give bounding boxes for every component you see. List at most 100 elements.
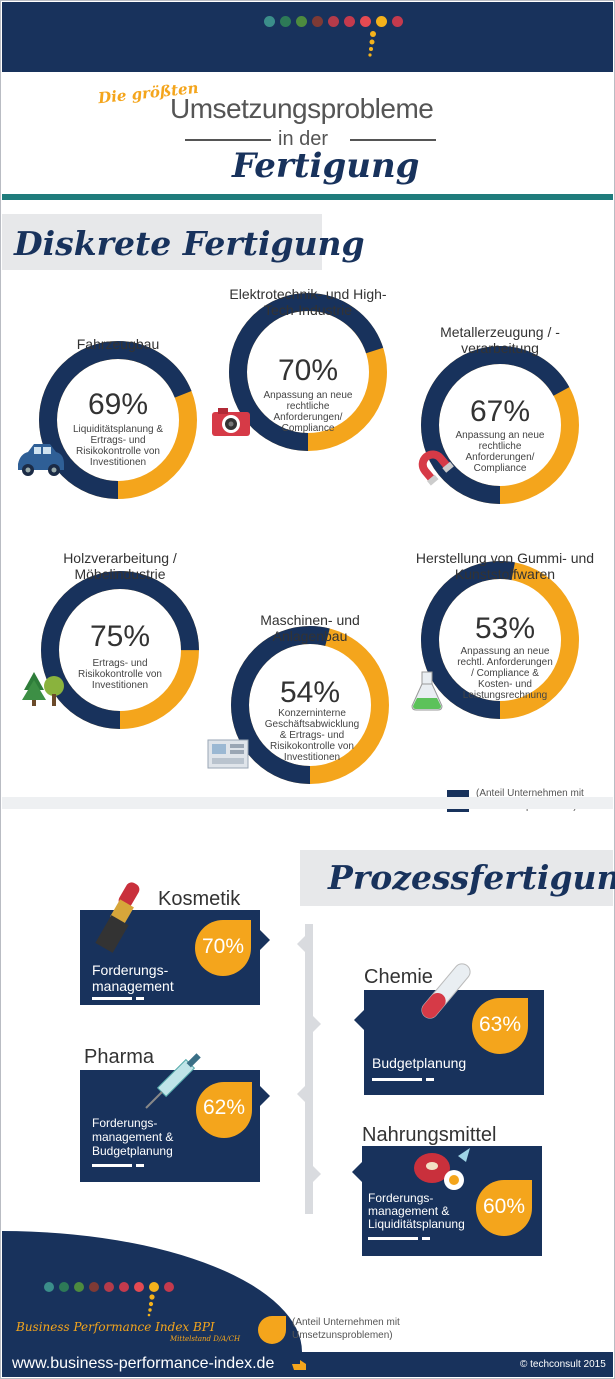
color-dot <box>89 1282 99 1292</box>
donut-label-gummi: Herstellung von Gummi- und Kunststoffwar… <box>415 550 595 582</box>
lipstick-icon <box>95 882 140 953</box>
machine-icon <box>207 739 249 769</box>
food-icon <box>414 1148 470 1190</box>
pct-nahrungsmittel: 60% <box>482 1195 526 1218</box>
color-dot <box>376 16 387 27</box>
card-kosmetik-pointer <box>260 930 270 950</box>
industry-chemie: Chemie <box>364 966 433 988</box>
card-nahrungsmittel-pointer <box>352 1162 362 1182</box>
donut-desc-gummi: Anpassung an neue rechtl. Anforderungen … <box>457 646 553 701</box>
donut-value-arc <box>421 346 579 504</box>
color-dot <box>264 16 275 27</box>
color-dot <box>74 1282 84 1292</box>
prozess-title: Prozessfertigung <box>328 858 615 897</box>
color-dot <box>392 16 403 27</box>
donut-pct-holz: 75% <box>89 620 151 653</box>
color-dot <box>312 16 323 27</box>
color-dot <box>149 1282 159 1292</box>
bpi-dots <box>44 1282 194 1294</box>
desc-pharma: Forderungs-management & Budgetplanung <box>92 1116 174 1158</box>
bpi-dots-tail-icon <box>147 1294 155 1317</box>
donut-value-arc <box>231 626 389 784</box>
diskrete-title: Diskrete Fertigung <box>14 224 365 263</box>
donut-pct-maschinen: 54% <box>279 676 341 709</box>
top-band <box>2 2 613 72</box>
spine-notch-3 <box>297 1086 305 1102</box>
spine-notch-2 <box>313 1016 321 1032</box>
pct-kosmetik: 70% <box>201 935 245 958</box>
industry-nahrungsmittel: Nahrungsmittel <box>362 1124 497 1146</box>
card-kosmetik-line-short <box>136 997 144 1000</box>
drop-chemie <box>472 998 528 1054</box>
title-main: Umsetzungsprobleme <box>170 93 434 124</box>
color-dot <box>104 1282 114 1292</box>
drop-nahrungsmittel <box>476 1180 532 1236</box>
drop-pharma <box>196 1082 252 1138</box>
bpi-sub: Mittelstand D/A/CH <box>170 1335 241 1343</box>
section-separator <box>2 797 613 809</box>
donut-desc-maschinen: Konzerninterne Geschäftsabwicklung & Ert… <box>264 708 360 763</box>
magnet-icon <box>418 450 454 486</box>
color-dots <box>264 16 414 30</box>
color-dot <box>59 1282 69 1292</box>
camera-icon <box>212 408 250 436</box>
drop-kosmetik <box>195 920 251 976</box>
donut-4 <box>231 626 389 784</box>
donut-pct-metall: 67% <box>469 395 531 428</box>
card-pharma-line-short <box>136 1164 144 1167</box>
legend-prozess: (Anteil Unternehmen mit Umsetzunsproblem… <box>292 1317 400 1341</box>
timeline-spine <box>305 924 313 1214</box>
donut-label-metall: Metallerzeugung / -verarbeitung <box>440 324 560 356</box>
donut-label-maschinen: Maschinen- und Anlagenbau <box>260 612 360 644</box>
color-dot <box>296 16 307 27</box>
syringe-icon <box>145 1053 201 1109</box>
diskrete-banner <box>2 214 322 270</box>
color-dot <box>164 1282 174 1292</box>
donut-label-elektrotechnik: Elektrotechnik- und High-Tech-Industrie <box>229 286 387 318</box>
donut-value-arc <box>41 571 199 729</box>
pointing-hand-icon <box>292 1360 306 1370</box>
card-chemie-line <box>372 1078 422 1081</box>
desc-kosmetik: Forderungs-management <box>92 962 174 994</box>
color-dot <box>280 16 291 27</box>
card-pharma-pointer <box>260 1086 270 1106</box>
spine-notch-1 <box>297 936 305 952</box>
donut-desc-holz: Ertrags- und Risikokontrolle von Investi… <box>78 658 162 691</box>
donut-5 <box>421 561 579 719</box>
title-line-right <box>350 139 436 141</box>
industry-kosmetik: Kosmetik <box>158 888 241 910</box>
donut-pct-fahrzeugbau: 69% <box>87 388 149 421</box>
dots-tail-icon <box>368 31 376 57</box>
color-dot <box>328 16 339 27</box>
donut-desc-metall: Anpassung an neue rechtliche Anforderung… <box>455 430 545 474</box>
footer-copyright: © techconsult 2015 <box>520 1359 606 1370</box>
donut-2 <box>421 346 579 504</box>
desc-chemie: Budgetplanung <box>372 1055 467 1071</box>
donut-desc-elektrotechnik: Anpassung an neue rechtliche Anforderung… <box>263 390 353 434</box>
card-chemie-line-short <box>426 1078 434 1081</box>
donut-label-holz: Holzverarbeitung / Möbelindustrie <box>63 550 177 582</box>
pct-chemie: 63% <box>478 1013 522 1036</box>
card-chemie-pointer <box>354 1010 364 1030</box>
card-pharma-line <box>92 1164 132 1167</box>
footer-url[interactable]: www.business-performance-index.de <box>12 1355 275 1372</box>
bpi-name: Business Performance Index BPI <box>16 1320 215 1334</box>
donut-desc-fahrzeugbau: Liquiditätsplanung & Ertrags- und Risiko… <box>72 424 164 468</box>
trees-icon <box>22 672 64 706</box>
color-dot <box>44 1282 54 1292</box>
donut-1 <box>229 293 387 451</box>
flask-icon <box>411 671 443 711</box>
donut-value-arc <box>39 341 197 499</box>
donut-pct-elektrotechnik: 70% <box>277 354 339 387</box>
color-dot <box>360 16 371 27</box>
title-in-der: in der <box>278 128 329 150</box>
desc-nahrungsmittel: Forderungs-management & Liquiditätsplanu… <box>368 1191 465 1231</box>
donut-value-arc <box>421 561 579 719</box>
color-dot <box>344 16 355 27</box>
test-tube-icon <box>421 963 471 1019</box>
donut-label-fahrzeugbau: Fahrzeugbau <box>76 336 160 352</box>
teal-divider <box>2 194 613 200</box>
title-fertigung: Fertigung <box>232 146 420 186</box>
title-line-left <box>185 139 271 141</box>
prozess-banner <box>300 850 613 906</box>
